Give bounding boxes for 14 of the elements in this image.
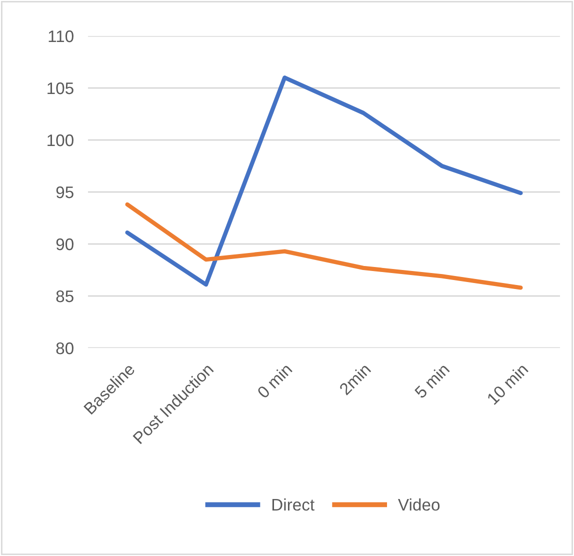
y-tick-label: 100 xyxy=(48,134,74,146)
legend-label: Video xyxy=(398,498,440,511)
line-series xyxy=(125,202,523,290)
y-tick-label: 85 xyxy=(56,290,74,302)
y-tick-label: 80 xyxy=(56,342,74,354)
y-tick-label: 95 xyxy=(56,186,74,198)
x-tick-label: 10 min xyxy=(486,362,529,406)
legend-label: Direct xyxy=(272,498,314,511)
x-tick-label: 0 min xyxy=(256,362,293,399)
y-tick-label: 105 xyxy=(48,82,74,94)
y-tick-label: 90 xyxy=(56,238,74,250)
line-series xyxy=(125,76,523,287)
y-tick-label: 110 xyxy=(48,30,74,42)
x-tick-label: 5 min xyxy=(414,362,450,399)
